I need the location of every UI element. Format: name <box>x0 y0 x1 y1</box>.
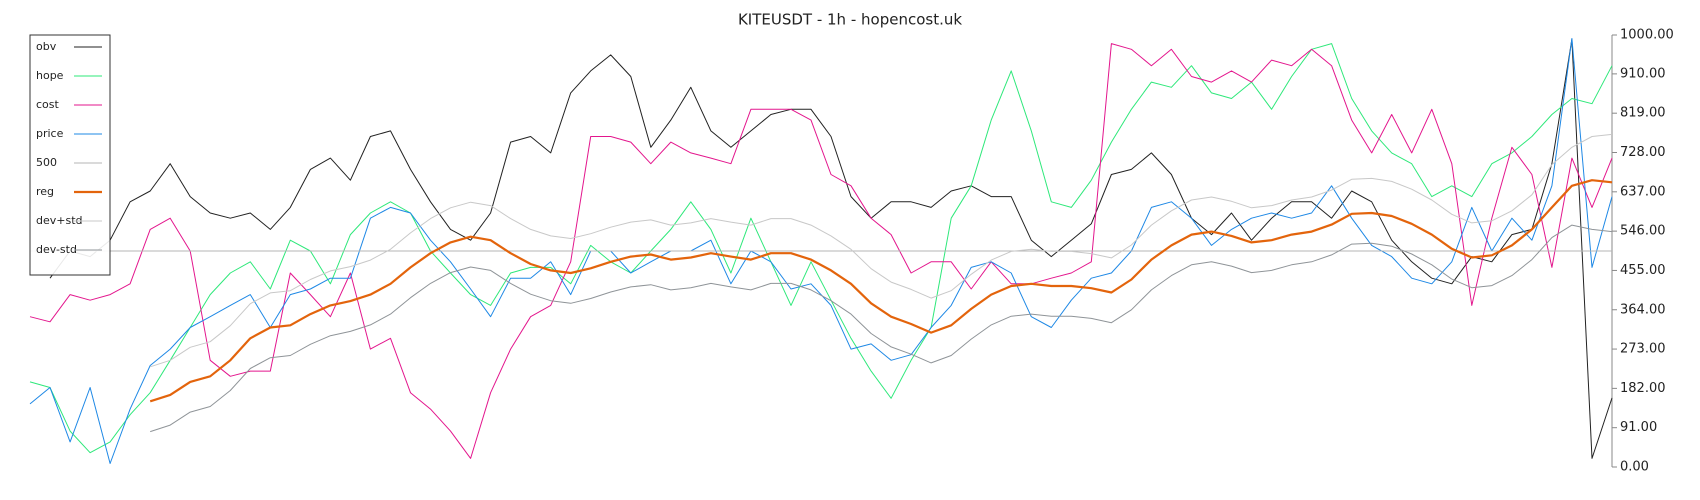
y-tick-label: 910.00 <box>1620 66 1666 81</box>
y-tick-label: 182.00 <box>1620 381 1666 396</box>
legend-label: cost <box>36 98 60 111</box>
series-line <box>29 38 1613 464</box>
legend-label: 500 <box>36 156 57 169</box>
legend: obv hope cost price 500 reg dev+std dev-std <box>29 34 111 276</box>
y-tick-label: 0.00 <box>1620 460 1649 475</box>
series-line <box>149 179 1613 403</box>
y-tick-label: 273.00 <box>1620 342 1666 357</box>
y-tick-label: 455.00 <box>1620 263 1666 278</box>
y-tick-label: 364.00 <box>1620 302 1666 317</box>
y-tick-label: 819.00 <box>1620 106 1666 121</box>
series-line <box>49 38 1613 459</box>
chart-title: KITEUSDT - 1h - hopencost.uk <box>738 11 962 29</box>
y-tick-label: 546.00 <box>1620 224 1666 239</box>
y-tick-label: 91.00 <box>1620 420 1657 435</box>
legend-label: hope <box>36 69 64 82</box>
legend-label: obv <box>36 40 57 53</box>
series-line <box>29 43 1613 454</box>
y-tick-label: 1000.00 <box>1620 28 1674 43</box>
legend-label: dev-std <box>36 243 77 256</box>
series-line <box>29 43 1613 459</box>
series-line <box>150 133 1613 368</box>
y-tick-label: 637.00 <box>1620 184 1666 199</box>
y-tick-label: 728.00 <box>1620 145 1666 160</box>
legend-label: dev+std <box>36 214 83 227</box>
series-line <box>150 224 1613 433</box>
legend-box <box>29 34 111 276</box>
legend-label: price <box>36 127 64 140</box>
legend-label: reg <box>36 185 54 198</box>
